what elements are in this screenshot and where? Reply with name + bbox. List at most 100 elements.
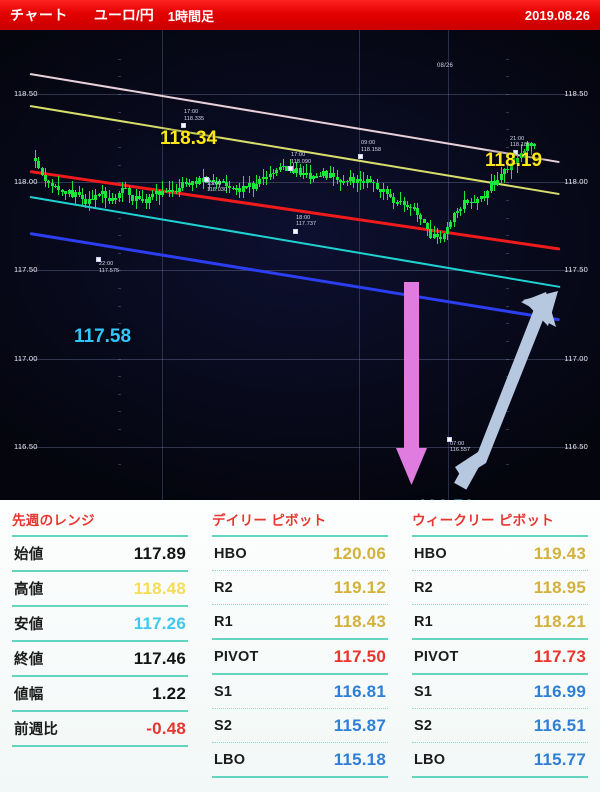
chart-session-divider (359, 30, 360, 500)
candle-wick (346, 179, 348, 187)
candle-body (325, 171, 329, 178)
candle-body (358, 179, 362, 182)
chart-marker (288, 166, 293, 172)
chart-minor-tick (118, 217, 121, 219)
table-row: 安値 117.26 (10, 607, 190, 640)
candle-wick (289, 159, 291, 173)
table-row-key: HBO (414, 545, 447, 562)
candle-body (496, 180, 500, 186)
candle-body (275, 169, 279, 173)
candle-body (101, 191, 104, 195)
chart-minor-tick (506, 182, 509, 184)
table-separator (212, 604, 388, 605)
candle-body (184, 182, 188, 184)
candle-wick (192, 180, 194, 192)
price-label-period-low: 116.56 (417, 497, 474, 500)
price-chart[interactable]: 118.50 118.50 118.00 118.00 117.50 117.50 117.… (0, 30, 600, 500)
y-axis-label-left: 117.00 (14, 353, 38, 363)
price-label-period-high: 118.34 (160, 128, 218, 149)
header-timeframe: 1時間足 (167, 8, 214, 24)
table-row-value: 117.46 (133, 648, 186, 668)
table-row-value: 117.89 (133, 543, 186, 563)
candle-wick (343, 175, 345, 185)
table-row: R1 118.43 (210, 605, 390, 638)
candle-body (151, 194, 155, 198)
table-separator (412, 638, 588, 640)
candle-body (171, 190, 175, 192)
table-row-key: R1 (214, 613, 233, 630)
chart-marker-label: 18:00 117.737 (296, 214, 317, 228)
candle-body (77, 192, 81, 196)
candle-body (365, 179, 369, 184)
candle-body (80, 195, 84, 200)
chart-minor-tick (118, 376, 121, 378)
chart-marker (96, 257, 101, 263)
candle-body (439, 237, 443, 240)
candle-body (178, 188, 182, 192)
candle-body (529, 142, 533, 147)
table-row-key: HBO (214, 545, 247, 562)
candle-body (161, 190, 165, 196)
candle-body (87, 198, 91, 204)
table-separator (212, 673, 388, 675)
y-axis-label-right: 118.00 (564, 177, 588, 187)
candle-wick (71, 181, 73, 199)
candle-wick (356, 174, 358, 193)
candle-body (422, 219, 426, 223)
candle-wick (175, 184, 177, 195)
candle-wick (373, 179, 375, 192)
chart-minor-tick (118, 305, 121, 307)
candle-body (379, 188, 383, 192)
candle-body (268, 173, 272, 178)
candle-wick (400, 191, 402, 206)
table-separator (12, 640, 188, 642)
candle-body (369, 179, 372, 182)
candle-body (419, 214, 423, 220)
candle-body (399, 200, 403, 203)
table-row: S2 115.87 (210, 709, 390, 742)
candle-body (348, 177, 352, 181)
y-axis-label-right: 116.50 (564, 441, 588, 451)
table-row-value: 118.43 (333, 611, 386, 631)
candle-body (459, 208, 463, 212)
candle-wick (426, 222, 428, 237)
chart-minor-tick (506, 252, 509, 254)
chart-minor-tick (118, 429, 121, 431)
candle-wick (138, 190, 140, 200)
table-row-key: R1 (414, 613, 433, 630)
chart-gridline (18, 446, 584, 448)
candle-body (285, 165, 289, 171)
table-separator (12, 710, 188, 712)
candle-body (298, 167, 302, 175)
candle-body (235, 188, 238, 190)
candle-body (214, 182, 218, 184)
table-row: LBO 115.18 (210, 743, 390, 776)
table-row: R2 119.12 (210, 571, 390, 604)
candle-body (482, 196, 486, 198)
candle-body (308, 173, 312, 180)
chart-minor-tick (118, 111, 121, 113)
y-axis-label-left: 117.50 (14, 265, 38, 275)
candle-wick (480, 196, 482, 203)
candle-body (211, 180, 215, 183)
candle-wick (483, 190, 485, 202)
chart-minor-tick (506, 76, 509, 78)
candle-wick (504, 167, 505, 183)
candle-body (516, 157, 520, 164)
chart-marker-label: 07:00 116.557 (450, 440, 471, 454)
chart-minor-tick (118, 146, 121, 148)
candle-wick (316, 173, 318, 178)
candlestick-series (0, 30, 600, 500)
candle-wick (48, 180, 50, 188)
candle-body (127, 188, 131, 196)
candle-body (248, 183, 252, 187)
table-row-value: 1.22 (152, 683, 186, 703)
candle-body (338, 180, 342, 182)
chart-minor-tick (506, 235, 509, 237)
chart-marker-label: 21:00 118.185 (510, 135, 531, 149)
chart-minor-tick (118, 76, 121, 78)
candle-body (218, 181, 222, 184)
candle-wick (58, 176, 60, 195)
candle-wick (78, 186, 80, 198)
candle-wick (390, 188, 392, 198)
